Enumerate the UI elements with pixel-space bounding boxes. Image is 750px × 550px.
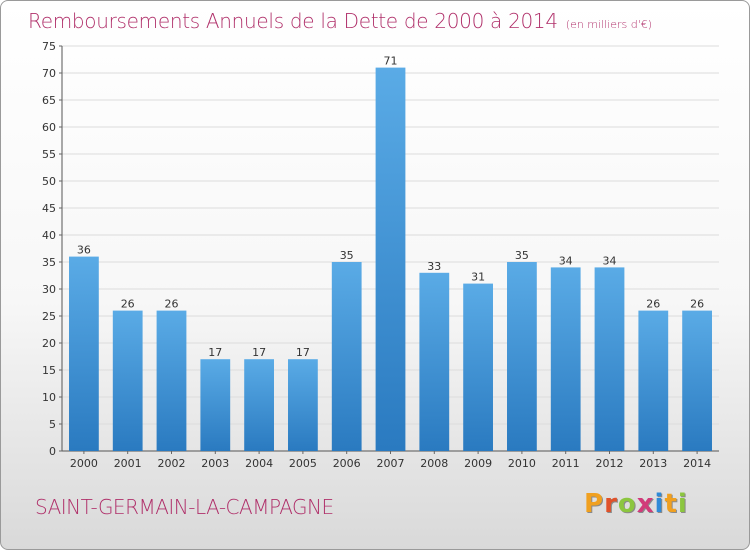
bars <box>69 67 712 451</box>
bar-2004 <box>244 359 274 451</box>
value-label: 35 <box>515 249 529 262</box>
y-tick-label: 55 <box>42 148 56 161</box>
x-tick-label: 2014 <box>683 457 711 470</box>
bar-2008 <box>419 272 450 451</box>
value-label: 31 <box>471 271 485 284</box>
value-label: 71 <box>384 55 398 68</box>
x-tick-label: 2011 <box>552 457 580 470</box>
value-label: 34 <box>603 254 617 267</box>
value-label: 33 <box>427 260 441 273</box>
chart-unit: (en milliers d'€) <box>565 18 653 31</box>
logo-letter: t <box>664 489 678 519</box>
value-label: 26 <box>121 298 135 311</box>
commune-name: SAINT-GERMAIN-LA-CAMPAGNE <box>35 495 334 519</box>
bar-2010 <box>507 262 537 451</box>
y-tick-label: 5 <box>49 418 56 431</box>
bar-2006 <box>331 262 362 451</box>
logo-letter: i <box>654 489 665 519</box>
y-tick-label: 30 <box>42 283 56 296</box>
x-tick-label: 2000 <box>70 457 98 470</box>
bar-2002 <box>156 310 187 451</box>
bar-2007 <box>375 67 406 451</box>
bar-2009 <box>463 283 493 451</box>
y-tick-label: 75 <box>42 40 56 53</box>
value-label: 36 <box>77 244 91 257</box>
y-tick-label: 0 <box>49 445 56 458</box>
logo-letter: r <box>604 489 618 519</box>
chart-title-text: Remboursements Annuels de la Dette de 20… <box>28 9 558 33</box>
x-tick-label: 2007 <box>377 457 405 470</box>
x-tick-label: 2006 <box>333 457 361 470</box>
logo-letter: x <box>636 489 655 519</box>
y-tick-label: 10 <box>42 391 56 404</box>
bar-2013 <box>638 310 669 451</box>
x-tick-label: 2002 <box>158 457 186 470</box>
value-label: 17 <box>296 346 310 359</box>
y-tick-label: 50 <box>42 175 56 188</box>
bar-2011 <box>550 267 581 451</box>
value-label: 17 <box>252 346 266 359</box>
value-label: 26 <box>690 298 704 311</box>
proxiti-logo: Proxiti <box>584 489 688 519</box>
y-tick-label: 35 <box>42 256 56 269</box>
y-tick-label: 15 <box>42 364 56 377</box>
x-tick-label: 2012 <box>596 457 624 470</box>
x-tick-label: 2008 <box>420 457 448 470</box>
y-tick-labels: 0 5 10 15 20 25 30 35 40 45 50 55 60 65 70 75 <box>42 40 62 458</box>
y-tick-label: 20 <box>42 337 56 350</box>
x-tick-label: 2010 <box>508 457 536 470</box>
bar-2012 <box>594 267 625 451</box>
logo-letter: o <box>617 489 637 519</box>
value-labels: 36 26 26 17 17 17 35 71 33 31 35 34 34 26 26 <box>77 55 704 360</box>
logo-letter: i <box>677 489 688 519</box>
bar-2005 <box>288 359 318 451</box>
value-label: 17 <box>208 346 222 359</box>
x-tick-label: 2001 <box>114 457 142 470</box>
bar-2014 <box>682 310 712 451</box>
y-tick-label: 70 <box>42 67 56 80</box>
y-tick-label: 40 <box>42 229 56 242</box>
x-tick-label: 2004 <box>245 457 273 470</box>
logo-letter: P <box>584 489 605 519</box>
value-label: 34 <box>559 254 573 267</box>
chart-title: Remboursements Annuels de la Dette de 20… <box>28 9 652 33</box>
y-tick-label: 60 <box>42 121 56 134</box>
bar-2003 <box>200 359 231 451</box>
y-tick-label: 45 <box>42 202 56 215</box>
x-tick-label: 2013 <box>639 457 667 470</box>
x-tick-label: 2003 <box>201 457 229 470</box>
value-label: 26 <box>165 298 179 311</box>
x-tick-labels: 2000 2001 2002 2003 2004 2005 2006 2007 2008 2009… <box>70 451 711 470</box>
value-label: 26 <box>646 298 660 311</box>
bar-2000 <box>69 256 99 451</box>
value-label: 35 <box>340 249 354 262</box>
bar-2001 <box>112 310 143 451</box>
x-tick-label: 2005 <box>289 457 317 470</box>
y-tick-label: 65 <box>42 94 56 107</box>
y-tick-label: 25 <box>42 310 56 323</box>
x-tick-label: 2009 <box>464 457 492 470</box>
